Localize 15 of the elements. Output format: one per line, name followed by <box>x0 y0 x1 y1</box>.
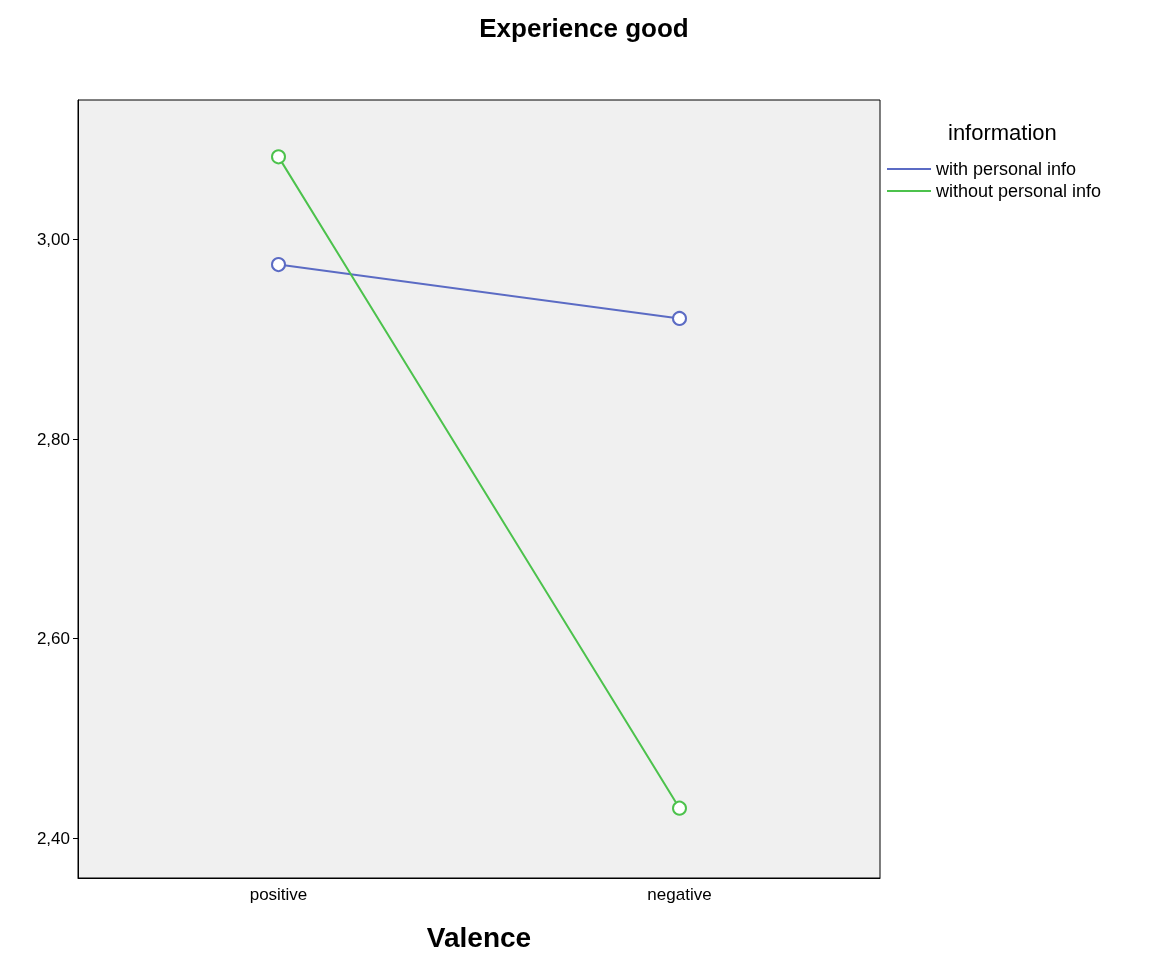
y-tick-label: 2,60 <box>36 629 70 649</box>
legend-label: with personal info <box>935 159 1077 179</box>
point <box>672 800 687 816</box>
legend-title: information <box>948 119 1057 145</box>
chart-title: Experience good <box>479 13 689 43</box>
x-tick-label: positive <box>249 885 308 904</box>
legend-label: without personal info <box>935 181 1102 201</box>
y-tick-label: 3,00 <box>36 230 70 250</box>
x-axis-title: Valence <box>426 921 532 953</box>
y-tick-label: 2,40 <box>36 828 70 848</box>
x-tick-label: negative <box>647 885 712 904</box>
y-tick-label: 2,80 <box>36 429 70 449</box>
point <box>271 257 286 273</box>
point <box>271 149 286 165</box>
point <box>672 310 687 326</box>
